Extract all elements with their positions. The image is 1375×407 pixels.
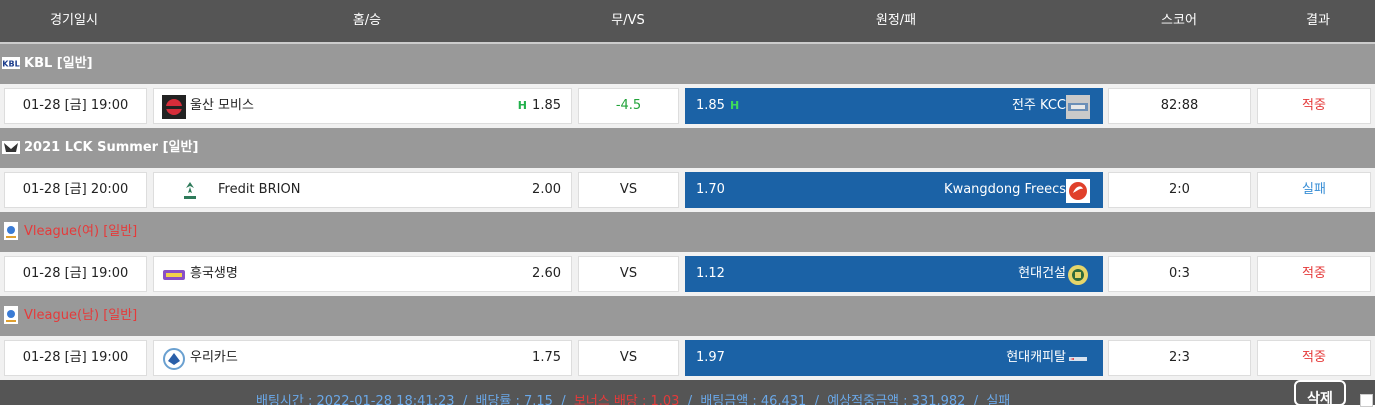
result-fail: 실패 <box>1257 172 1371 208</box>
mobis-logo-icon <box>162 95 186 119</box>
bet-summary-text: 배팅시간 : 2022-01-28 18:41:23 / 배당률 : 7.15 … <box>256 390 1010 405</box>
separator: / <box>561 394 566 405</box>
hyundai-ec-logo-icon <box>1068 265 1088 285</box>
home-odds: 2.00 <box>532 182 561 197</box>
match-row: 01-28 [금] 20:00 Fredit BRION 2.00 VS 1.7… <box>0 168 1375 212</box>
match-row: 01-28 [금] 19:00 우리카드 1.75 VS 1.97 현대캐피탈 … <box>0 336 1375 380</box>
header-home: 홈/승 <box>352 13 382 28</box>
match-date: 01-28 [금] 20:00 <box>4 172 147 208</box>
league-name: 2021 LCK Summer [일반] <box>24 140 199 155</box>
heungkuk-logo-icon <box>163 270 185 280</box>
league-name: Vleague(남) [일반] <box>24 308 138 323</box>
vleague-league-icon <box>4 222 18 240</box>
home-team-name: 울산 모비스 <box>190 98 254 113</box>
separator: / <box>462 394 468 405</box>
away-odds: 1.70 <box>696 182 725 197</box>
result-hit: 적중 <box>1257 88 1371 124</box>
away-odds: 1.85 <box>696 98 725 113</box>
bet-summary-bar: 배팅시간 : 2022-01-28 18:41:23 / 배당률 : 7.15 … <box>0 380 1375 405</box>
separator: / <box>814 394 819 405</box>
away-team-name: Kwangdong Freecs <box>944 182 1066 197</box>
draw-vs[interactable]: VS <box>578 340 679 376</box>
home-odds: 2.60 <box>532 266 561 281</box>
header-score: 스코어 <box>1161 13 1197 28</box>
bet-time: 배팅시간 : 2022-01-28 18:41:23 <box>256 394 455 405</box>
brion-logo-icon <box>184 182 196 199</box>
bet-amount: 배팅금액 : 46,431 <box>700 394 807 405</box>
league-name: Vleague(여) [일반] <box>24 224 138 239</box>
away-bet-button[interactable]: 1.12 현대건설 <box>685 256 1103 292</box>
draw-vs[interactable]: VS <box>578 172 679 208</box>
match-row: 01-28 [금] 19:00 흥국생명 2.60 VS 1.12 현대건설 0… <box>0 252 1375 296</box>
lck-league-icon <box>2 141 20 154</box>
svg-text:KBL: KBL <box>2 60 19 69</box>
league-row-vleague-women: Vleague(여) [일반] <box>0 212 1375 252</box>
away-bet-button[interactable]: 1.70 Kwangdong Freecs <box>685 172 1103 208</box>
vleague-league-icon <box>4 306 18 324</box>
home-bet-button[interactable]: 울산 모비스 H 1.85 <box>153 88 572 124</box>
home-bet-button[interactable]: 흥국생명 2.60 <box>153 256 572 292</box>
match-score: 2:0 <box>1108 172 1251 208</box>
match-date: 01-28 [금] 19:00 <box>4 340 147 376</box>
match-date: 01-28 [금] 19:00 <box>4 256 147 292</box>
match-row: 01-28 [금] 19:00 울산 모비스 H 1.85 -4.5 1.85 … <box>0 84 1375 128</box>
match-date: 01-28 [금] 19:00 <box>4 88 147 124</box>
away-team-name: 현대건설 <box>1018 266 1066 281</box>
away-odds: 1.12 <box>696 266 725 281</box>
delete-button[interactable]: 삭제 <box>1294 380 1346 405</box>
home-bet-button[interactable]: 우리카드 1.75 <box>153 340 572 376</box>
header-draw: 무/VS <box>611 13 645 28</box>
separator: / <box>973 394 979 405</box>
league-row-vleague-men: Vleague(남) [일반] <box>0 296 1375 336</box>
kcc-logo-icon <box>1066 95 1090 119</box>
match-score: 0:3 <box>1108 256 1251 292</box>
separator: / <box>687 394 693 405</box>
result-hit: 적중 <box>1257 256 1371 292</box>
league-name: KBL [일반] <box>24 56 93 71</box>
away-team-name: 현대캐피탈 <box>1006 350 1066 365</box>
select-checkbox[interactable] <box>1360 394 1373 407</box>
home-bet-button[interactable]: Fredit BRION 2.00 <box>153 172 572 208</box>
expected-win-amount: 예상적중금액 : 331,982 <box>827 394 966 405</box>
hyundai-capital-logo-icon <box>1067 355 1089 363</box>
freecs-logo-icon <box>1066 179 1090 203</box>
woori-card-logo-icon <box>163 348 185 370</box>
result-hit: 적중 <box>1257 340 1371 376</box>
header-away: 원정/패 <box>875 13 917 28</box>
header-date: 경기일시 <box>50 13 98 28</box>
home-team-name: 흥국생명 <box>190 266 238 281</box>
away-team-name: 전주 KCC <box>1011 98 1066 113</box>
bet-odds: 배당률 : 7.15 <box>475 394 553 405</box>
home-odds: 1.85 <box>532 98 561 113</box>
bonus-odds: 보너스 배당 : 1.03 <box>573 394 680 405</box>
away-bet-button[interactable]: 1.85 H 전주 KCC <box>685 88 1103 124</box>
handicap-mark-icon: H <box>730 99 740 112</box>
league-row-kbl: KBL KBL [일반] <box>0 44 1375 84</box>
draw-vs[interactable]: VS <box>578 256 679 292</box>
away-odds: 1.97 <box>696 350 725 365</box>
home-team-name: 우리카드 <box>190 350 238 365</box>
bet-status: 실패 <box>986 394 1011 405</box>
table-header: 경기일시 홈/승 무/VS 원정/패 스코어 결과 <box>0 0 1375 44</box>
home-odds: 1.75 <box>532 350 561 365</box>
away-bet-button[interactable]: 1.97 현대캐피탈 <box>685 340 1103 376</box>
handicap-mark-icon: H <box>517 99 527 112</box>
handicap-value[interactable]: -4.5 <box>578 88 679 124</box>
match-score: 2:3 <box>1108 340 1251 376</box>
header-result: 결과 <box>1306 13 1330 28</box>
match-score: 82:88 <box>1108 88 1251 124</box>
league-row-lck: 2021 LCK Summer [일반] <box>0 128 1375 168</box>
kbl-league-icon: KBL <box>2 57 20 69</box>
home-team-name: Fredit BRION <box>218 182 301 197</box>
